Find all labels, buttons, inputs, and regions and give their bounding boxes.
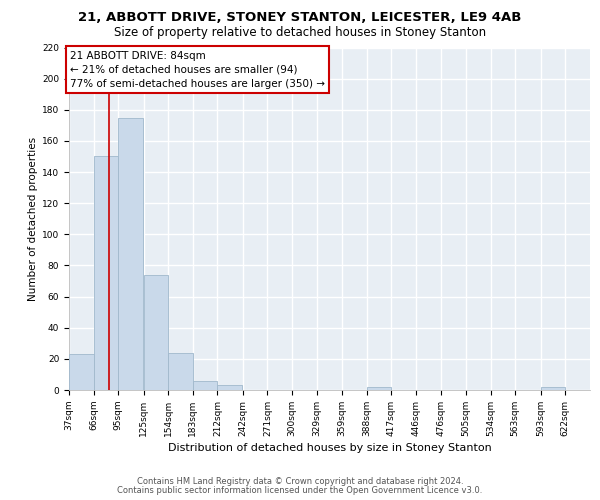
- X-axis label: Distribution of detached houses by size in Stoney Stanton: Distribution of detached houses by size …: [167, 443, 491, 453]
- Text: Contains public sector information licensed under the Open Government Licence v3: Contains public sector information licen…: [118, 486, 482, 495]
- Bar: [118, 118, 143, 390]
- Bar: [541, 387, 565, 390]
- Bar: [217, 386, 242, 390]
- Bar: [193, 380, 217, 390]
- Bar: [168, 352, 193, 390]
- Text: Size of property relative to detached houses in Stoney Stanton: Size of property relative to detached ho…: [114, 26, 486, 39]
- Text: 21, ABBOTT DRIVE, STONEY STANTON, LEICESTER, LE9 4AB: 21, ABBOTT DRIVE, STONEY STANTON, LEICES…: [79, 11, 521, 24]
- Bar: [367, 387, 391, 390]
- Bar: [143, 275, 168, 390]
- Text: Contains HM Land Registry data © Crown copyright and database right 2024.: Contains HM Land Registry data © Crown c…: [137, 477, 463, 486]
- Text: 21 ABBOTT DRIVE: 84sqm
← 21% of detached houses are smaller (94)
77% of semi-det: 21 ABBOTT DRIVE: 84sqm ← 21% of detached…: [70, 50, 325, 88]
- Y-axis label: Number of detached properties: Number of detached properties: [28, 136, 38, 301]
- Bar: [69, 354, 94, 390]
- Bar: [94, 156, 118, 390]
